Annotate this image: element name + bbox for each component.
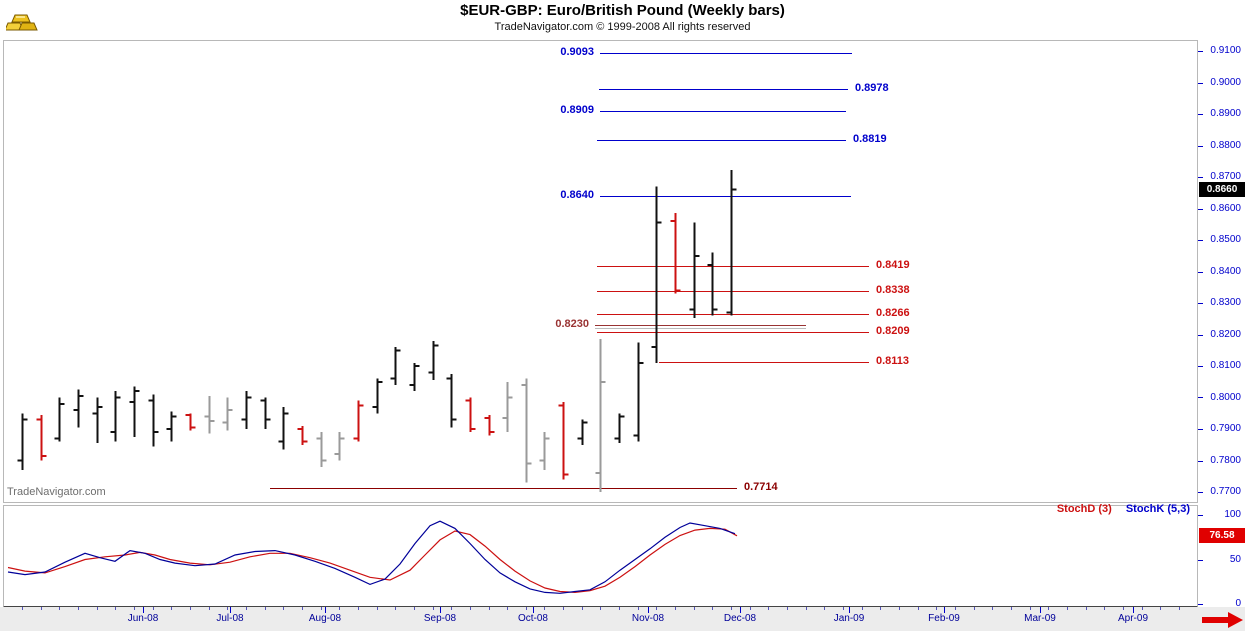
chart-title: $EUR-GBP: Euro/British Pound (Weekly bar… — [460, 2, 785, 19]
price-chart-panel[interactable] — [3, 40, 1198, 503]
price-axis-label: 0.8900 — [1210, 108, 1241, 119]
stochd-legend-label: StochD (3) — [1056, 503, 1112, 515]
time-axis-strip — [0, 607, 1245, 631]
price-axis-label: 0.8700 — [1210, 171, 1241, 182]
price-axis-label: 0.7700 — [1210, 486, 1241, 497]
price-axis-label: 0.9000 — [1210, 76, 1241, 88]
price-axis-label: 0.8500 — [1210, 234, 1241, 245]
watermark: TradeNavigator.com — [7, 486, 106, 498]
scroll-right-arrow[interactable] — [1202, 611, 1244, 629]
price-axis-label: 0.8200 — [1210, 328, 1241, 340]
price-axis-label: 0.8800 — [1210, 139, 1241, 151]
chart-subtitle: TradeNavigator.com © 1999-2008 All right… — [494, 21, 751, 33]
stoch-axis-label: 50 — [1229, 553, 1241, 565]
price-axis-label: 0.8100 — [1210, 360, 1241, 371]
stoch-axis-label: 100 — [1224, 509, 1241, 520]
current-price-badge: 0.8660 — [1199, 181, 1245, 197]
price-axis-label: 0.9100 — [1210, 45, 1241, 56]
gold-bars-logo — [6, 14, 38, 31]
stoch-legend: StochD (3) StochK (5,3) — [1057, 503, 1190, 515]
price-axis-label: 0.8400 — [1210, 265, 1241, 277]
price-axis-label: 0.8300 — [1210, 297, 1241, 308]
price-axis-label: 0.8600 — [1210, 202, 1241, 214]
stochk-legend-label: StochK (5,3) — [1125, 503, 1190, 515]
stochastic-panel[interactable] — [3, 505, 1198, 608]
current-stoch-badge: 76.58 — [1199, 527, 1245, 543]
price-axis-label: 0.7900 — [1210, 423, 1241, 434]
price-axis-label: 0.8000 — [1210, 391, 1241, 403]
price-axis-label: 0.7800 — [1210, 454, 1241, 466]
